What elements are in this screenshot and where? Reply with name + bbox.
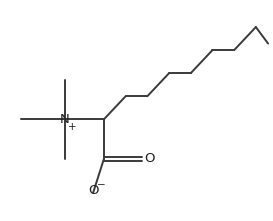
Text: O: O: [88, 184, 98, 197]
Text: N: N: [60, 113, 70, 126]
Text: O: O: [145, 152, 155, 165]
Text: −: −: [97, 180, 105, 190]
Text: +: +: [68, 122, 76, 132]
